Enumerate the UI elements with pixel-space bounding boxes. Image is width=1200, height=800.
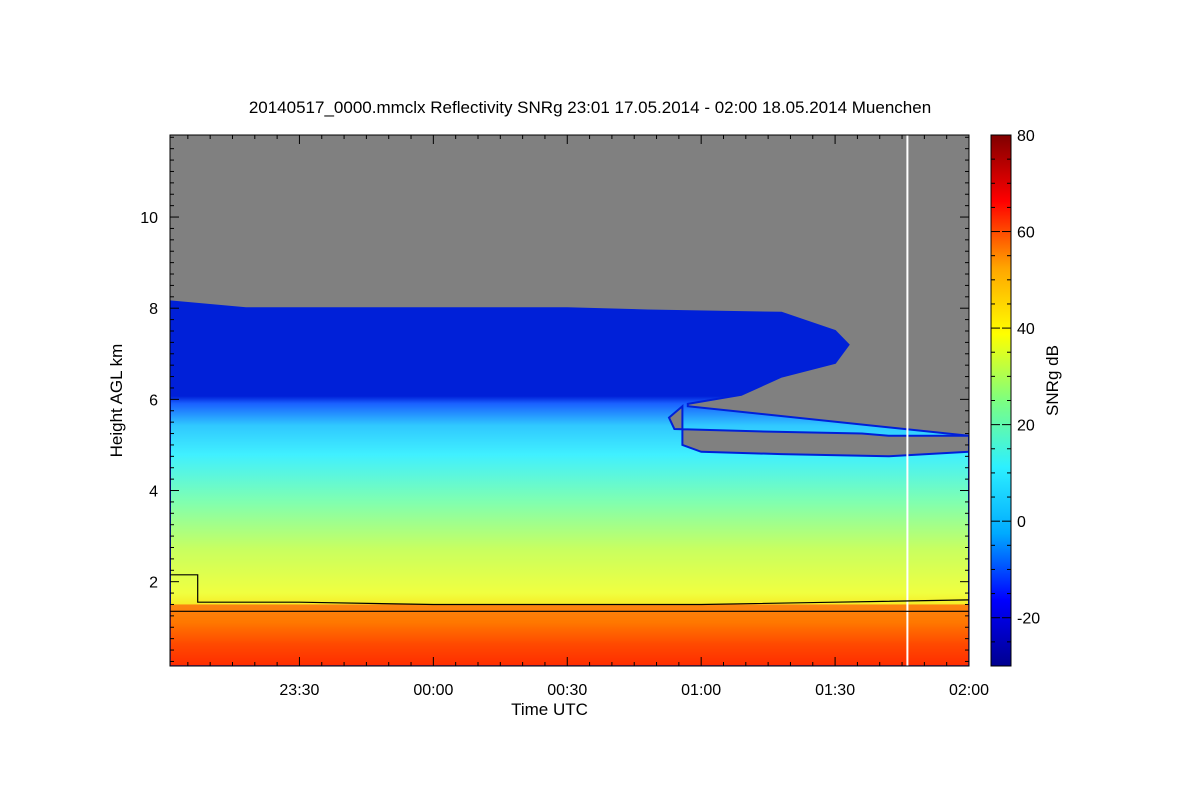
plot-frame: [169, 134, 970, 667]
y-tick-label: 4: [149, 484, 158, 501]
y-tick-label: 10: [140, 210, 158, 227]
x-axis-title: Time UTC: [511, 700, 588, 719]
y-axis-title: Height AGL km: [107, 344, 126, 458]
y-tick-label: 2: [149, 575, 158, 592]
chart-title: 20140517_0000.mmclx Reflectivity SNRg 23…: [249, 98, 931, 117]
mixing-layer-line: [170, 574, 969, 606]
colorbar-tick-label: 80: [1017, 128, 1035, 145]
strong-echo-layer: [170, 604, 969, 666]
y-tick-label: 6: [149, 392, 158, 409]
plot-area: [170, 135, 969, 666]
x-tick-label: 00:30: [547, 682, 587, 699]
cloud-echo-area: [170, 300, 969, 666]
x-tick-label: 02:00: [949, 682, 989, 699]
x-tick-label: 01:00: [681, 682, 721, 699]
x-tick-label: 01:30: [815, 682, 855, 699]
colorbar-ticks: -20 0 20 40 60 80: [991, 128, 1040, 667]
x-tick-label: 00:00: [413, 682, 453, 699]
colorbar-tick-label: 60: [1017, 225, 1035, 242]
colorbar-tick-label: 40: [1017, 321, 1035, 338]
cloud-gap-area: [667, 404, 969, 458]
colorbar-tick-label: 20: [1017, 418, 1035, 435]
x-axis: 23:30 00:00 00:30 01:00 01:30 02:00: [187, 135, 989, 699]
x-tick-label: 23:30: [279, 682, 319, 699]
colorbar-tick-label: -20: [1017, 611, 1040, 628]
colorbar: -20 0 20 40 60 80 SNRg dB: [990, 128, 1062, 667]
y-axis: 2 4 6 8 10: [140, 136, 969, 662]
y-tick-label: 8: [149, 301, 158, 318]
colorbar-title: SNRg dB: [1043, 345, 1062, 416]
colorbar-tick-label: 0: [1017, 514, 1026, 531]
